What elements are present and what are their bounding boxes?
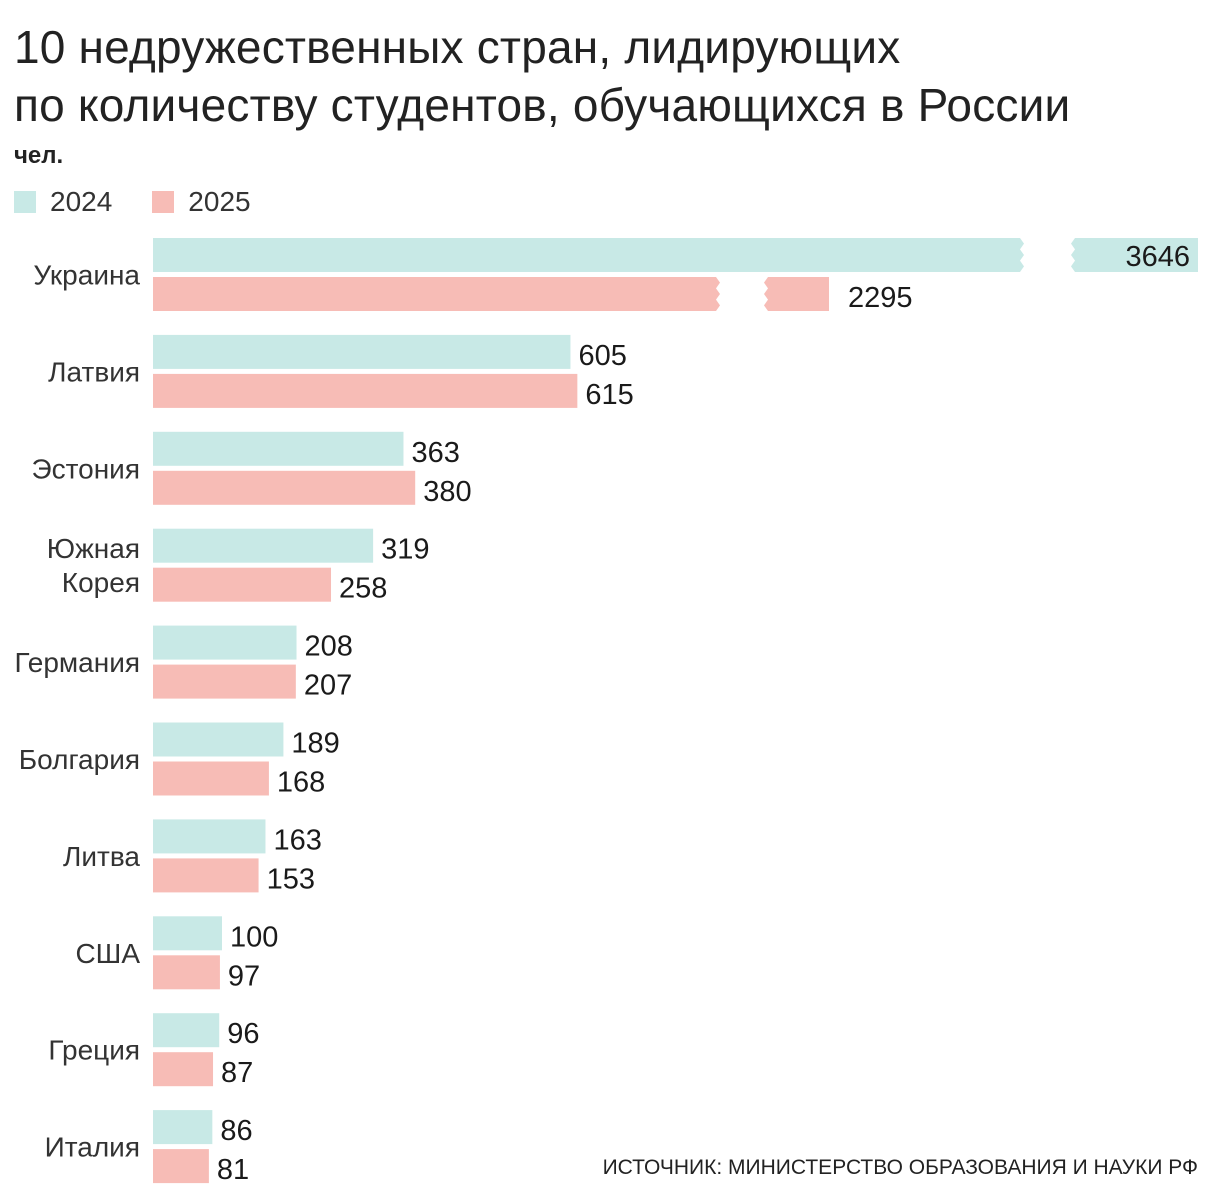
value-label: 96 [227, 1018, 259, 1050]
legend-swatch-2025 [152, 191, 175, 213]
value-label: 319 [381, 534, 429, 566]
bar-2024 [153, 722, 284, 757]
bar-2025-continued [764, 277, 829, 311]
bar-2024 [153, 916, 222, 951]
value-label: 163 [273, 824, 321, 856]
category-label: Эстония [32, 453, 140, 484]
category-label: Южная [47, 533, 140, 564]
bar-2025 [153, 373, 578, 408]
legend-item-2025: 2025 [152, 186, 251, 218]
category-label: Болгария [19, 744, 140, 775]
bar-2025 [153, 664, 296, 699]
unit-label: чел. [14, 142, 64, 169]
title-line-1: 10 недружественных стран, лидирующих [14, 21, 901, 73]
legend-swatch-2024 [14, 191, 36, 213]
bar-2024 [153, 625, 297, 660]
category-label: Германия [14, 647, 140, 678]
bar-2024 [153, 528, 374, 563]
value-label: 168 [277, 767, 325, 799]
bar-2025 [153, 277, 720, 311]
category-label: Италия [45, 1132, 140, 1163]
legend: 2024 2025 [14, 186, 251, 218]
bar-2024-continued [1071, 238, 1198, 272]
value-label: 97 [228, 960, 260, 992]
legend-item-2024: 2024 [14, 186, 112, 218]
value-label: 2295 [848, 282, 913, 314]
value-label: 615 [585, 379, 633, 411]
value-label: 380 [423, 476, 471, 508]
bar-2024 [153, 334, 571, 369]
category-label: Корея [62, 567, 140, 598]
value-label: 363 [411, 437, 459, 469]
value-label: 3646 [1125, 241, 1190, 273]
legend-label-2024: 2024 [50, 186, 113, 217]
bar-2025 [153, 567, 332, 602]
bar-2025 [153, 761, 269, 796]
value-label: 81 [217, 1154, 249, 1186]
category-label: Латвия [48, 356, 140, 387]
value-label: 189 [291, 728, 339, 760]
value-label: 605 [578, 340, 626, 372]
title-line-2: по количеству студентов, обучающихся в Р… [14, 79, 1071, 131]
bar-2025 [153, 1052, 214, 1087]
bar-2024 [153, 238, 1024, 272]
value-label: 208 [305, 631, 353, 663]
bar-2025 [153, 470, 416, 505]
category-label: США [75, 938, 140, 969]
bar-2024 [153, 431, 404, 466]
value-label: 86 [220, 1115, 252, 1147]
legend-label-2025: 2025 [188, 186, 251, 217]
bar-2025 [153, 858, 259, 893]
bar-2025 [153, 955, 220, 990]
value-label: 153 [267, 863, 315, 895]
value-label: 207 [304, 670, 352, 702]
bar-2024 [153, 1013, 220, 1048]
category-label: Литва [63, 841, 140, 872]
value-label: 258 [339, 573, 387, 605]
category-label: Украина [33, 260, 140, 291]
chart-title: 10 недружественных стран, лидирующих по … [14, 18, 1070, 134]
bar-2024 [153, 1110, 213, 1145]
category-label: Греция [48, 1035, 140, 1066]
value-label: 100 [230, 921, 278, 953]
value-label: 87 [221, 1057, 253, 1089]
source-note: ИСТОЧНИК: МИНИСТЕРСТВО ОБРАЗОВАНИЯ И НАУ… [602, 1156, 1198, 1179]
bar-2024 [153, 819, 266, 854]
bar-2025 [153, 1149, 209, 1184]
